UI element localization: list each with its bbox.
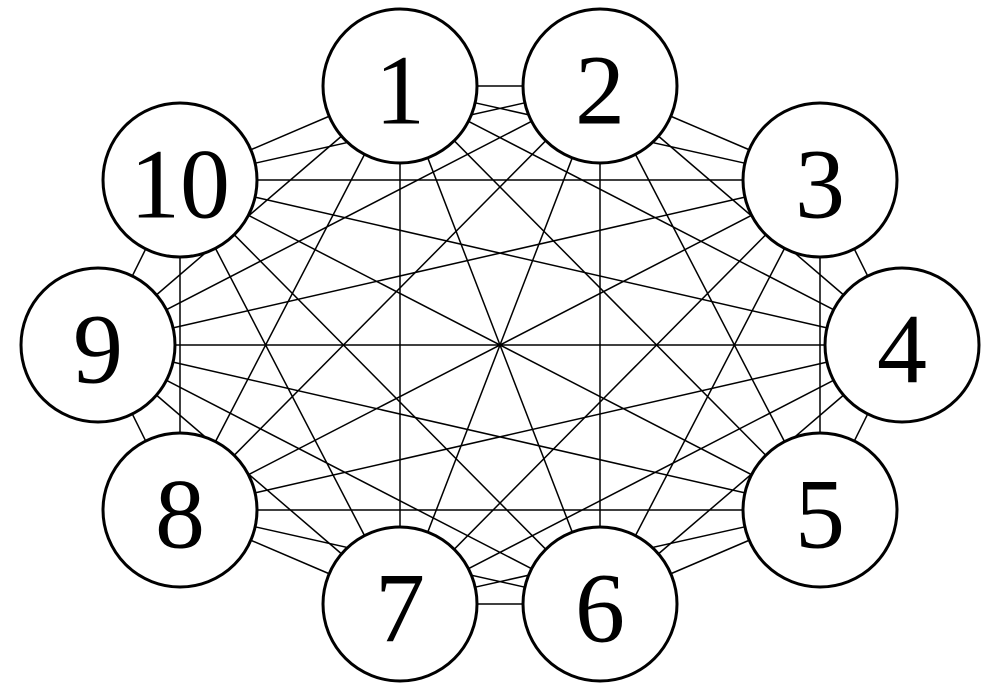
node-label-6: 6 bbox=[575, 553, 625, 664]
edge-7-8 bbox=[251, 540, 329, 574]
node-6: 6 bbox=[523, 527, 677, 681]
node-2: 2 bbox=[523, 9, 677, 163]
node-5: 5 bbox=[743, 433, 897, 587]
node-3: 3 bbox=[743, 103, 897, 257]
node-4: 4 bbox=[825, 268, 979, 422]
edge-8-9 bbox=[132, 414, 145, 441]
node-10: 10 bbox=[103, 103, 257, 257]
edge-9-10 bbox=[132, 249, 145, 276]
edge-5-6 bbox=[671, 540, 749, 574]
edge-3-4 bbox=[854, 249, 867, 276]
edge-1-10 bbox=[251, 116, 329, 150]
edge-4-5 bbox=[854, 414, 867, 441]
network-diagram: 1 2 345 6 7 8910 bbox=[0, 0, 1000, 690]
node-1: 1 bbox=[323, 9, 477, 163]
node-label-7: 7 bbox=[375, 553, 425, 664]
node-label-3: 3 bbox=[795, 129, 845, 240]
edge-2-3 bbox=[671, 116, 749, 150]
node-label-10: 10 bbox=[130, 129, 230, 240]
node-label-5: 5 bbox=[795, 459, 845, 570]
node-label-9: 9 bbox=[73, 294, 123, 405]
node-7: 7 bbox=[323, 527, 477, 681]
node-8: 8 bbox=[103, 433, 257, 587]
node-label-2: 2 bbox=[575, 35, 625, 146]
node-9: 9 bbox=[21, 268, 175, 422]
node-label-8: 8 bbox=[155, 459, 205, 570]
node-label-1: 1 bbox=[375, 35, 425, 146]
node-label-4: 4 bbox=[877, 294, 927, 405]
